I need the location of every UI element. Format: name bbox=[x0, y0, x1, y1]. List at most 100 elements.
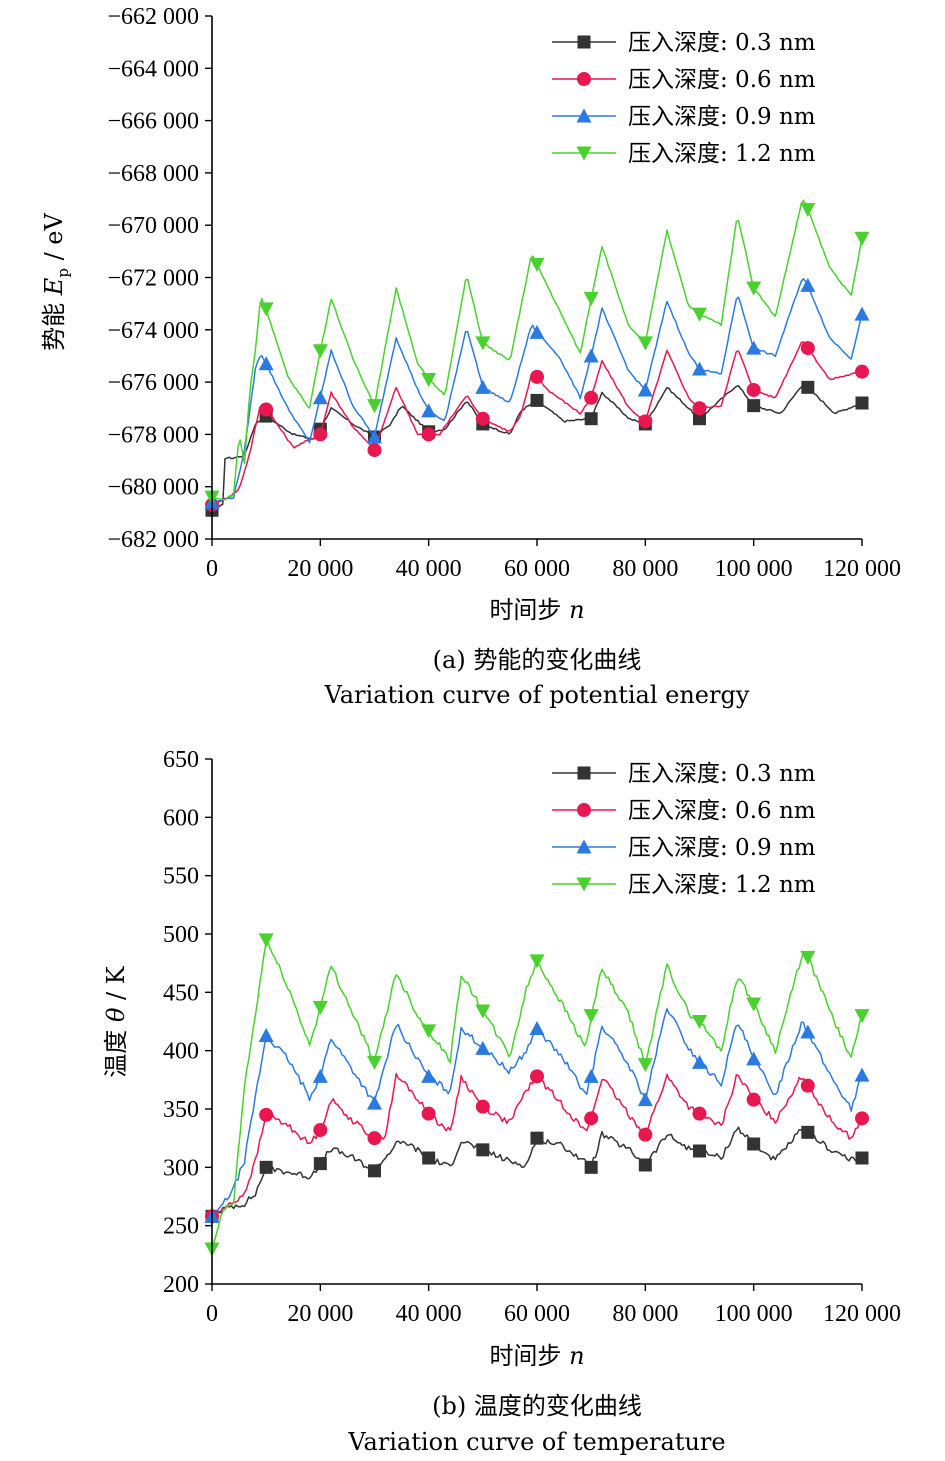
y-tick-label: −670 000 bbox=[107, 213, 199, 239]
data-point-marker bbox=[692, 361, 707, 376]
legend-marker bbox=[576, 146, 592, 161]
data-point-marker bbox=[475, 1099, 490, 1114]
data-point-marker bbox=[854, 1009, 870, 1024]
x-tick-label: 80 000 bbox=[612, 556, 678, 582]
series-line bbox=[211, 278, 863, 504]
data-point-marker bbox=[313, 1123, 328, 1137]
data-point-marker bbox=[693, 1144, 706, 1158]
data-point-marker bbox=[475, 1004, 491, 1019]
legend-entry-label: 压入深度: 0.6 nm bbox=[628, 798, 816, 824]
data-point-marker bbox=[583, 348, 599, 363]
y-tick-label: −668 000 bbox=[107, 161, 199, 187]
data-point-marker bbox=[530, 393, 544, 407]
caption-b-chinese: (b) 温度的变化曲线 bbox=[432, 1392, 642, 1420]
y-tick-label: −672 000 bbox=[107, 266, 199, 292]
data-point-marker bbox=[367, 399, 382, 414]
series-line bbox=[211, 341, 863, 506]
data-point-marker bbox=[367, 429, 382, 444]
data-point-marker bbox=[584, 412, 598, 426]
legend-entry-label: 压入深度: 0.9 nm bbox=[628, 835, 816, 861]
x-tick-label: 120 000 bbox=[823, 1301, 901, 1327]
data-point-marker bbox=[801, 1125, 815, 1139]
x-tick-label: 80 000 bbox=[612, 1301, 678, 1327]
data-point-marker bbox=[259, 1107, 274, 1122]
data-point-marker bbox=[800, 1024, 816, 1039]
data-point-marker bbox=[584, 1160, 598, 1174]
x-tick-label: 40 000 bbox=[396, 556, 462, 582]
potential-energy-chart: −682 000 −680 000 −678 000 −676 000 −674 000… bbox=[40, 4, 901, 709]
x-tick-label: 20 000 bbox=[287, 556, 353, 582]
temperature-x-ticks: 0 20 000 40 000 60 000 80 000 100 000 120 000 bbox=[206, 1284, 901, 1327]
data-point-marker bbox=[638, 414, 653, 429]
data-point-marker bbox=[476, 1143, 490, 1157]
data-point-marker bbox=[637, 1092, 653, 1107]
data-point-marker bbox=[855, 1111, 869, 1126]
data-point-marker bbox=[746, 281, 762, 296]
y-tick-label: 400 bbox=[163, 1039, 199, 1065]
data-point-marker bbox=[746, 997, 762, 1012]
potential-energy-x-ticks: 0 20 000 40 000 60 000 80 000 100 000 120 000 bbox=[206, 539, 901, 582]
x-tick-label: 120 000 bbox=[823, 556, 901, 582]
data-point-marker bbox=[855, 1151, 869, 1165]
caption-b-english: Variation curve of temperature bbox=[347, 1428, 725, 1456]
data-point-marker bbox=[475, 379, 491, 394]
data-point-marker bbox=[475, 336, 491, 351]
temperature-chart: 200 250 300 350 400 450 500 550 600 650 0 20 000 40… bbox=[102, 747, 901, 1456]
data-point-marker bbox=[529, 954, 545, 969]
data-point-marker bbox=[747, 399, 761, 413]
data-point-marker bbox=[421, 403, 437, 418]
data-point-marker bbox=[854, 1067, 870, 1082]
y-tick-label: −680 000 bbox=[107, 475, 199, 501]
temperature-x-axis-label: 时间步 n bbox=[489, 1342, 584, 1370]
data-point-marker bbox=[692, 1015, 707, 1029]
data-point-marker bbox=[313, 427, 328, 442]
data-point-marker bbox=[258, 1028, 274, 1042]
temperature-curves bbox=[204, 933, 870, 1257]
series-line bbox=[211, 199, 863, 501]
data-point-marker bbox=[258, 302, 274, 317]
legend-marker bbox=[576, 877, 592, 892]
legend-entry-label: 压入深度: 0.3 nm bbox=[628, 761, 816, 787]
data-point-marker bbox=[747, 1137, 761, 1151]
data-point-marker bbox=[638, 1127, 653, 1142]
y-tick-label: 450 bbox=[163, 980, 199, 1006]
y-tick-label: 500 bbox=[163, 922, 199, 948]
caption-a-chinese: (a) 势能的变化曲线 bbox=[433, 646, 642, 674]
legend-marker bbox=[577, 72, 591, 86]
data-point-marker bbox=[801, 380, 815, 394]
x-tick-label: 100 000 bbox=[715, 1301, 793, 1327]
data-point-marker bbox=[530, 1131, 544, 1145]
data-point-marker bbox=[800, 203, 816, 218]
data-point-marker bbox=[421, 1106, 436, 1121]
legend-entry-label: 压入深度: 0.6 nm bbox=[628, 67, 816, 93]
potential-energy-curves bbox=[204, 199, 870, 517]
data-point-marker bbox=[421, 427, 436, 442]
data-point-marker bbox=[746, 340, 762, 355]
data-point-marker bbox=[638, 1158, 652, 1172]
series-line bbox=[211, 1072, 863, 1217]
data-point-marker bbox=[583, 1068, 599, 1083]
data-point-marker bbox=[800, 950, 816, 965]
data-point-marker bbox=[529, 257, 545, 272]
data-point-marker bbox=[258, 356, 274, 371]
x-tick-label: 60 000 bbox=[504, 556, 570, 582]
data-point-marker bbox=[692, 401, 707, 416]
data-point-marker bbox=[584, 390, 599, 405]
legend-marker bbox=[577, 766, 591, 780]
caption-a-english: Variation curve of potential energy bbox=[324, 681, 750, 709]
data-point-marker bbox=[367, 443, 382, 458]
data-point-marker bbox=[854, 231, 870, 246]
data-point-marker bbox=[367, 1131, 382, 1146]
temperature-y-ticks: 200 250 300 350 400 450 500 550 600 650 bbox=[163, 747, 212, 1298]
data-point-marker bbox=[637, 1058, 653, 1073]
potential-energy-legend: 压入深度: 0.3 nm 压入深度: 0.6 nm 压入深度: 0.9 nm 压入深度… bbox=[552, 30, 816, 167]
x-tick-label: 0 bbox=[206, 556, 218, 582]
data-point-marker bbox=[584, 1111, 599, 1126]
data-point-marker bbox=[855, 364, 869, 379]
x-tick-label: 20 000 bbox=[287, 1301, 353, 1327]
y-tick-label: −678 000 bbox=[107, 422, 199, 448]
y-tick-label: 250 bbox=[163, 1214, 199, 1240]
potential-energy-x-axis-label: 时间步 n bbox=[489, 596, 584, 624]
data-point-marker bbox=[259, 402, 274, 417]
data-point-marker bbox=[312, 344, 328, 359]
